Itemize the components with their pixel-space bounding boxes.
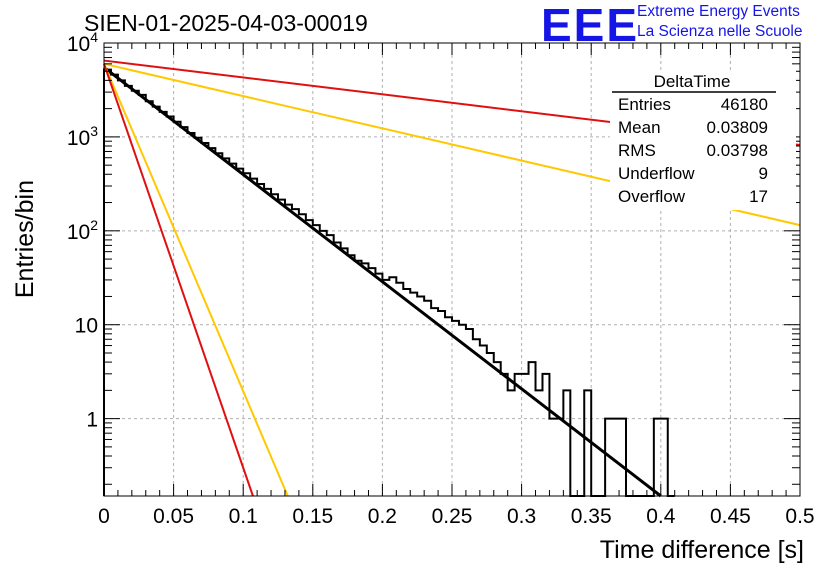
stats-box-title: DeltaTime [654, 72, 731, 91]
histogram-step-line [103, 68, 675, 497]
y-tick-label: 102 [67, 217, 98, 244]
stats-box: DeltaTime Entries 46180 Mean 0.03809 RMS 0.03… [610, 70, 796, 210]
stats-row-label: Underflow [618, 164, 695, 183]
stats-row-label: RMS [618, 141, 656, 160]
stats-row-value: 9 [759, 164, 768, 183]
y-tick-label: 104 [67, 29, 98, 56]
y-tick-label: 10 [75, 315, 98, 338]
x-tick-label: 0 [98, 505, 110, 528]
x-tick-label: 0.35 [571, 505, 612, 528]
histogram [103, 68, 675, 497]
logo-caption: Extreme Energy Events La Scienza nelle S… [637, 2, 802, 42]
x-tick-labels: 0 0.05 0.1 0.15 0.2 0.25 0.3 0.35 0.4 0.45 0.5 [98, 505, 814, 528]
y-tick-label: 103 [67, 123, 98, 150]
stats-row-label: Overflow [618, 187, 686, 206]
x-tick-label: 0.05 [153, 505, 194, 528]
x-tick-label: 0.4 [646, 505, 676, 528]
eee-logo: EEE Extreme Energy Events La Scienza nel… [541, 0, 802, 51]
x-axis-title: Time difference [s] [600, 536, 804, 564]
fit-line [103, 63, 254, 497]
run-title: SIEN-01-2025-04-03-00019 [84, 10, 368, 36]
x-tick-label: 0.15 [292, 505, 333, 528]
x-tick-label: 0.5 [785, 505, 814, 528]
stats-row-value: 0.03809 [707, 118, 768, 137]
y-tick-label: 1 [86, 409, 98, 432]
x-tick-label: 0.3 [507, 505, 536, 528]
x-tick-label: 0.1 [229, 505, 258, 528]
fit-line [103, 66, 662, 498]
x-tick-label: 0.45 [710, 505, 751, 528]
logo-line-1: Extreme Energy Events [637, 3, 800, 20]
y-tick-labels: 1 10 102 103 104 [67, 29, 98, 432]
stats-row-value: 46180 [721, 95, 768, 114]
logo-mark: EEE [541, 0, 640, 51]
fit-line [103, 63, 289, 497]
axis-ticks [103, 43, 801, 496]
logo-line-2: La Scienza nelle Scuole [637, 23, 803, 40]
stats-row-label: Mean [618, 118, 661, 137]
stats-row-label: Entries [618, 95, 671, 114]
x-tick-label: 0.2 [368, 505, 397, 528]
x-tick-label: 0.25 [432, 505, 473, 528]
stats-row-value: 0.03798 [707, 141, 768, 160]
grid-lines [104, 43, 800, 496]
stats-row-value: 17 [749, 187, 768, 206]
y-axis-title: Entries/bin [11, 180, 39, 298]
